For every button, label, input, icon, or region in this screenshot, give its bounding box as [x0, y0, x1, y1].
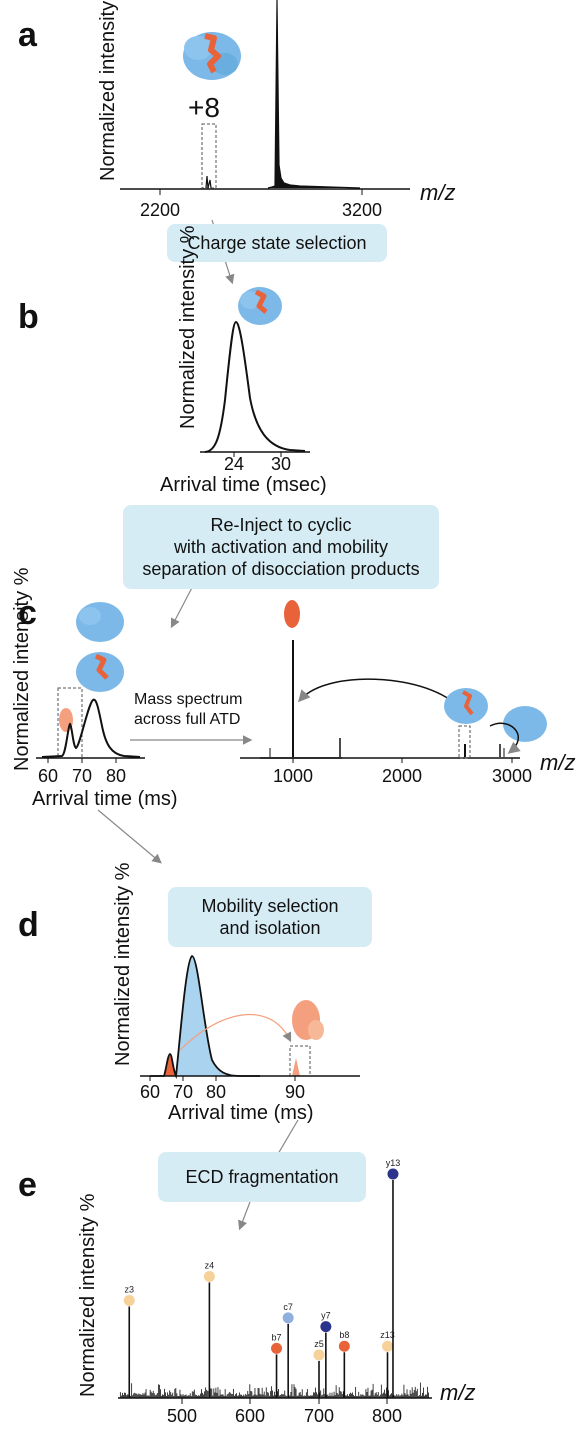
- ion-marker-z5: [313, 1349, 325, 1361]
- ion-label-y13: y13: [386, 1158, 401, 1168]
- ligand-icon-d: [292, 1000, 324, 1040]
- panel-b-letter: b: [18, 298, 39, 336]
- ion-label-z4: z4: [205, 1260, 215, 1270]
- step-charge-state-selection: Charge state selection: [167, 224, 387, 262]
- ion-marker-z13: [382, 1340, 393, 1352]
- step-ecd-fragmentation: ECD fragmentation: [158, 1152, 366, 1202]
- ion-marker-c7: [282, 1312, 294, 1324]
- protein-ligand-icon-b: [238, 287, 282, 325]
- ion-label-y7: y7: [321, 1311, 331, 1321]
- panel-a-spectrum: [120, 0, 410, 195]
- panel-c-tick-80: 80: [105, 766, 127, 786]
- spectrum-noise: [119, 1382, 430, 1398]
- panel-d-tick-70: 70: [172, 1082, 194, 1102]
- panel-e-ecd-spectrum: z3 z4 b7 c7 z5 y7 b8 z13 y13: [118, 1158, 432, 1404]
- panel-b-tick-24: 24: [223, 454, 245, 474]
- panel-d-xlabel: Arrival time (ms): [168, 1102, 314, 1124]
- panel-c-mz-label: m/z: [540, 750, 576, 775]
- panel-c-tick-1000: 1000: [272, 766, 314, 786]
- ligand-icon-c-ms: [284, 600, 300, 628]
- panel-a-tick-2200: 2200: [139, 200, 181, 220]
- ion-label-z5: z5: [314, 1339, 324, 1349]
- panel-c-right-ms: [130, 600, 547, 763]
- ion-label-z13: z13: [380, 1330, 395, 1340]
- ion-marker-y7: [320, 1321, 332, 1333]
- panel-b-arrival-plot: [200, 287, 310, 457]
- panel-a-tick-3200: 3200: [341, 200, 383, 220]
- panel-b-xlabel: Arrival time (msec): [160, 474, 327, 496]
- panel-d-tick-90: 90: [284, 1082, 306, 1102]
- protein-ligand-icon-c: [76, 652, 124, 692]
- panel-d-tick-60: 60: [139, 1082, 161, 1102]
- ion-marker-z3: [123, 1294, 135, 1306]
- step-mobility-selection: Mobility selection and isolation: [168, 887, 372, 947]
- panel-c-left-atd: [36, 602, 145, 763]
- ion-label-c7: c7: [283, 1302, 293, 1312]
- panel-c-xlabel: Arrival time (ms): [32, 788, 178, 810]
- panel-e-mz-label: m/z: [440, 1380, 476, 1405]
- panel-c-tick-3000: 3000: [491, 766, 533, 786]
- panel-c-tick-70: 70: [71, 766, 93, 786]
- panel-e-letter: e: [18, 1166, 37, 1204]
- panel-e-tick-700: 700: [303, 1406, 335, 1426]
- panel-e-tick-800: 800: [371, 1406, 403, 1426]
- ion-label-z3: z3: [124, 1284, 134, 1294]
- fragment-ions: z3 z4 b7 c7 z5 y7 b8 z13 y13: [123, 1158, 401, 1398]
- panel-d-letter: d: [18, 906, 39, 944]
- panel-a-mz-label: m/z: [420, 180, 456, 205]
- protein-ligand-icon-a: [183, 32, 241, 80]
- ion-marker-y13: [387, 1168, 399, 1180]
- protein-ligand-icon-c-ms: [444, 688, 488, 724]
- panel-d-tick-80: 80: [205, 1082, 227, 1102]
- panel-c-tick-60: 60: [37, 766, 59, 786]
- ion-marker-b7: [271, 1342, 283, 1354]
- panel-c-tick-2000: 2000: [381, 766, 423, 786]
- panel-e-tick-500: 500: [166, 1406, 198, 1426]
- step-reinject-cyclic: Re-Inject to cyclic with activation and …: [123, 505, 439, 589]
- ion-marker-z4: [203, 1270, 215, 1282]
- mass-spectrum-arrow-label: Mass spectrum across full ATD: [134, 691, 243, 728]
- ion-label-b7: b7: [272, 1332, 282, 1342]
- panel-a-charge-label: +8: [188, 92, 220, 123]
- panel-e-tick-600: 600: [234, 1406, 266, 1426]
- arrow-c-to-d: [97, 809, 162, 864]
- panel-d-arrival-plot: [140, 955, 360, 1081]
- protein-icon-c-ms: [503, 706, 547, 742]
- panel-b-tick-30: 30: [270, 454, 292, 474]
- ion-label-b8: b8: [339, 1330, 349, 1340]
- panel-c-letter: c: [18, 594, 37, 632]
- protein-icon-c-apo: [76, 602, 124, 642]
- ion-marker-b8: [338, 1340, 350, 1352]
- panel-a-letter: a: [18, 16, 37, 54]
